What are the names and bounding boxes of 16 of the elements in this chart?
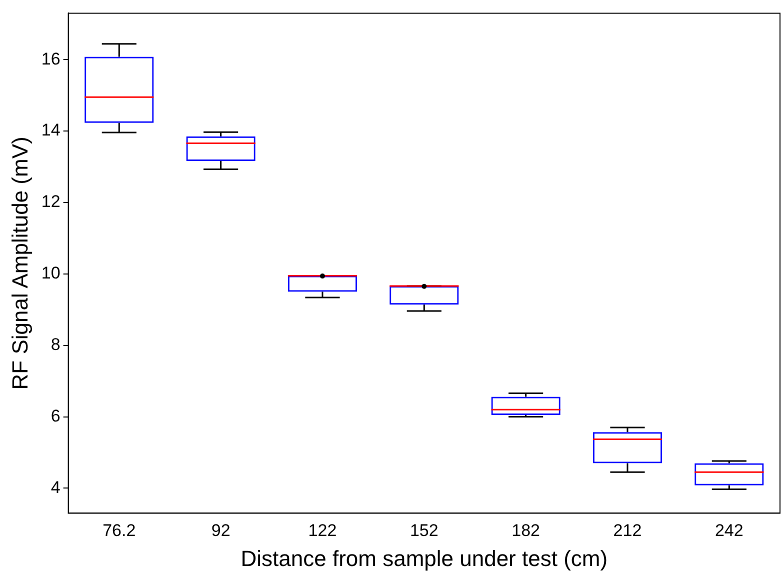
y-tick-label: 14 bbox=[41, 120, 60, 140]
x-tick-label: 212 bbox=[613, 521, 642, 540]
x-tick-label: 242 bbox=[714, 521, 744, 540]
y-tick-label: 10 bbox=[41, 264, 60, 283]
x-axis-title: Distance from sample under test (cm) bbox=[240, 546, 608, 571]
y-axis-title: RF Signal Amplitude (mV) bbox=[7, 136, 32, 390]
x-tick-label: 92 bbox=[211, 521, 230, 540]
y-tick-label: 16 bbox=[41, 49, 60, 68]
y-tick-label: 8 bbox=[50, 335, 60, 354]
x-tick-label: 152 bbox=[410, 521, 438, 540]
x-tick-label: 182 bbox=[512, 521, 540, 540]
y-tick-label: 12 bbox=[41, 192, 60, 212]
x-tick-label: 76.2 bbox=[102, 521, 136, 540]
x-tick-label: 122 bbox=[308, 521, 337, 540]
y-tick-label: 4 bbox=[50, 478, 60, 497]
y-tick-label: 6 bbox=[50, 406, 60, 426]
